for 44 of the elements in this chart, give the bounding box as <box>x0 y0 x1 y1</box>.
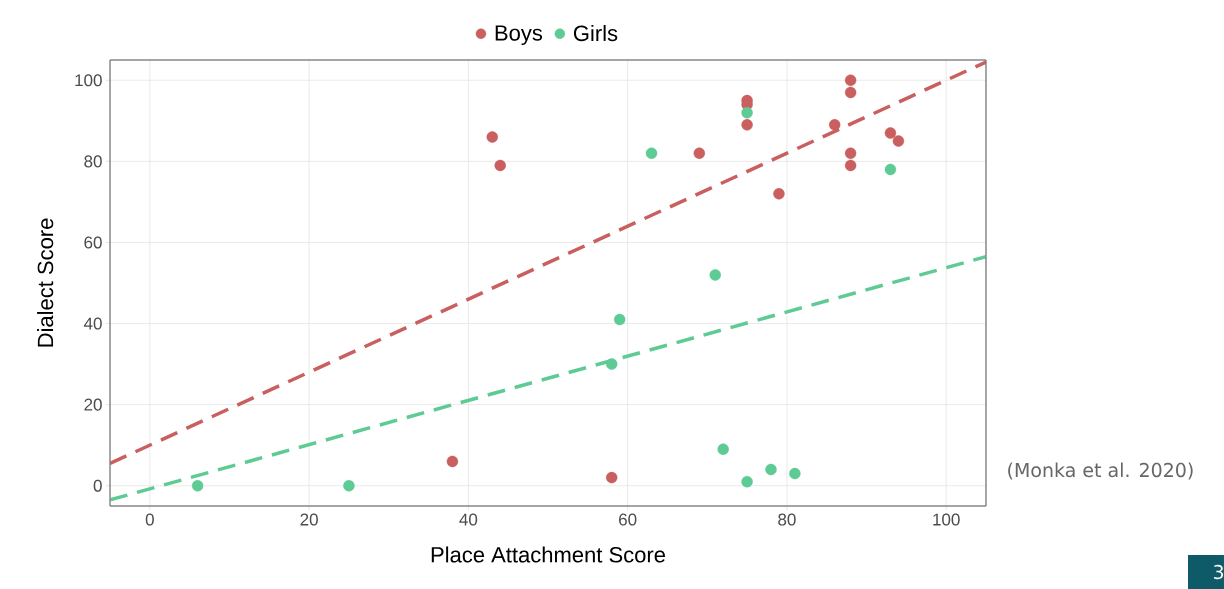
point <box>486 131 498 143</box>
point <box>892 135 905 147</box>
point <box>645 147 658 159</box>
point <box>773 188 785 200</box>
legend-label: Girls <box>573 24 618 42</box>
text: (Monka et al. 2020) <box>1008 462 1193 480</box>
point <box>741 475 753 488</box>
point <box>844 86 857 99</box>
y-tick-label: 60 <box>84 236 102 249</box>
point <box>606 471 618 484</box>
point <box>741 107 753 119</box>
point <box>741 119 753 131</box>
point <box>446 455 459 468</box>
x-tick-label: 100 <box>933 513 960 526</box>
point <box>191 480 204 492</box>
point <box>693 147 706 159</box>
point <box>343 480 355 492</box>
x-tick-label: 40 <box>459 513 478 526</box>
point <box>844 159 857 172</box>
point <box>844 147 857 159</box>
point <box>844 74 857 86</box>
point <box>606 358 618 370</box>
y-tick-label: 80 <box>84 155 102 168</box>
x-tick-label: 0 <box>145 513 154 526</box>
point <box>494 159 506 172</box>
point <box>717 443 729 455</box>
x-tick-label: 80 <box>778 513 796 526</box>
point <box>828 119 841 131</box>
point <box>709 269 721 281</box>
legend-label: Boys <box>495 25 543 46</box>
y-axis-title: Dialect Score <box>37 218 54 347</box>
y-tick-label: 0 <box>93 479 102 492</box>
text: 3 <box>1213 564 1224 580</box>
point <box>884 127 897 139</box>
y-tick-label: 40 <box>83 317 102 330</box>
point <box>765 463 777 476</box>
x-axis-title: Place Attachment Score <box>431 546 665 563</box>
x-tick-label: 20 <box>300 513 318 526</box>
y-tick-label: 20 <box>84 398 102 411</box>
point <box>613 313 626 326</box>
point <box>789 467 801 480</box>
y-tick-label: 100 <box>75 74 102 87</box>
x-tick-label: 60 <box>619 513 637 526</box>
point <box>884 163 897 176</box>
